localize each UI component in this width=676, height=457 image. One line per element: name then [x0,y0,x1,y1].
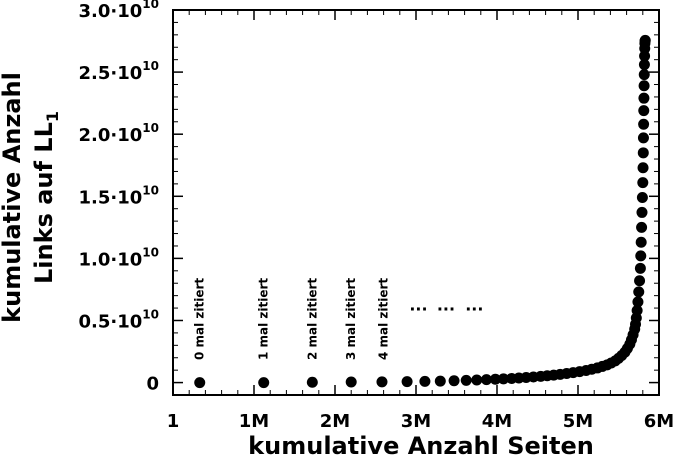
y-axis-title-line1: kumulative Anzahl [0,72,26,323]
data-point [480,374,492,386]
x-tick-labels: 1 1M 2M 3M 4M 5M 6M [167,411,674,432]
data-point [638,80,650,92]
y-tick-labels: 0 0.5·1010 1.0·1010 1.5·1010 2.0·1010 2.5·101… [79,0,159,395]
data-point [489,373,501,385]
ellipsis-mark: ... [409,296,427,315]
data-point [638,92,650,104]
data-point [636,206,648,218]
x-tick-label: 1 [167,411,180,432]
annotation-label: 3 mal zitiert [344,278,358,360]
x-tick-label: 1M [239,411,269,432]
ellipsis-mark: ... [465,296,483,315]
annotation-label: 2 mal zitiert [305,278,319,360]
ellipsis-mark: ... [437,296,455,315]
data-point [635,236,647,248]
x-tick-label: 6M [644,411,674,432]
data-point [634,262,646,274]
data-point [637,132,649,144]
data-point [636,221,648,233]
data-point [637,147,649,159]
x-tick-label: 4M [482,411,512,432]
x-tick-label: 3M [401,411,431,432]
data-point [448,375,460,387]
y-axis-title-line2: Links auf LL1 [30,111,62,284]
x-axis-title: kumulative Anzahl Seiten [248,432,594,457]
data-point [306,376,318,388]
data-points [194,34,651,389]
data-point [638,118,650,130]
data-point [639,34,651,46]
data-point [497,373,509,385]
data-point [434,375,446,387]
annotation-label: 4 mal zitiert [377,278,391,360]
data-point [460,374,472,386]
data-point [471,374,483,386]
data-point [638,105,650,117]
axis-ticks [172,9,660,395]
data-point [631,305,643,317]
plot-frame [172,9,660,396]
data-point [633,286,645,298]
x-tick-label: 2M [320,411,350,432]
y-tick-label: 3.0·1010 [79,0,159,22]
data-point [634,275,646,287]
annotations: 0 mal zitiert 1 mal zitiert 2 mal zitiert 3… [193,278,484,360]
data-point [194,377,206,389]
y-tick-label: 2.5·1010 [79,59,159,84]
data-point [258,377,270,389]
data-point [636,192,648,204]
data-point [345,376,357,388]
annotation-label: 0 mal zitiert [193,278,207,360]
y-axis-title-line2-main: Links auf LL [30,122,58,284]
data-point [638,59,650,71]
data-point [401,376,413,388]
y-tick-label: 0.5·1010 [79,307,159,332]
annotation-label: 1 mal zitiert [257,278,271,360]
data-point [638,69,650,81]
y-tick-label: 1.5·1010 [79,183,159,208]
x-tick-label: 5M [563,411,593,432]
data-point [419,375,431,387]
y-axis-title: kumulative Anzahl Links auf LL1 [0,72,62,323]
data-point [635,250,647,262]
data-point [637,177,649,189]
y-tick-label: 1.0·1010 [79,245,159,270]
y-tick-label: 0 [146,374,159,395]
y-axis-title-subscript: 1 [43,111,62,122]
data-point [632,296,644,308]
y-tick-label: 2.0·1010 [79,121,159,146]
data-point [376,376,388,388]
data-point [637,162,649,174]
